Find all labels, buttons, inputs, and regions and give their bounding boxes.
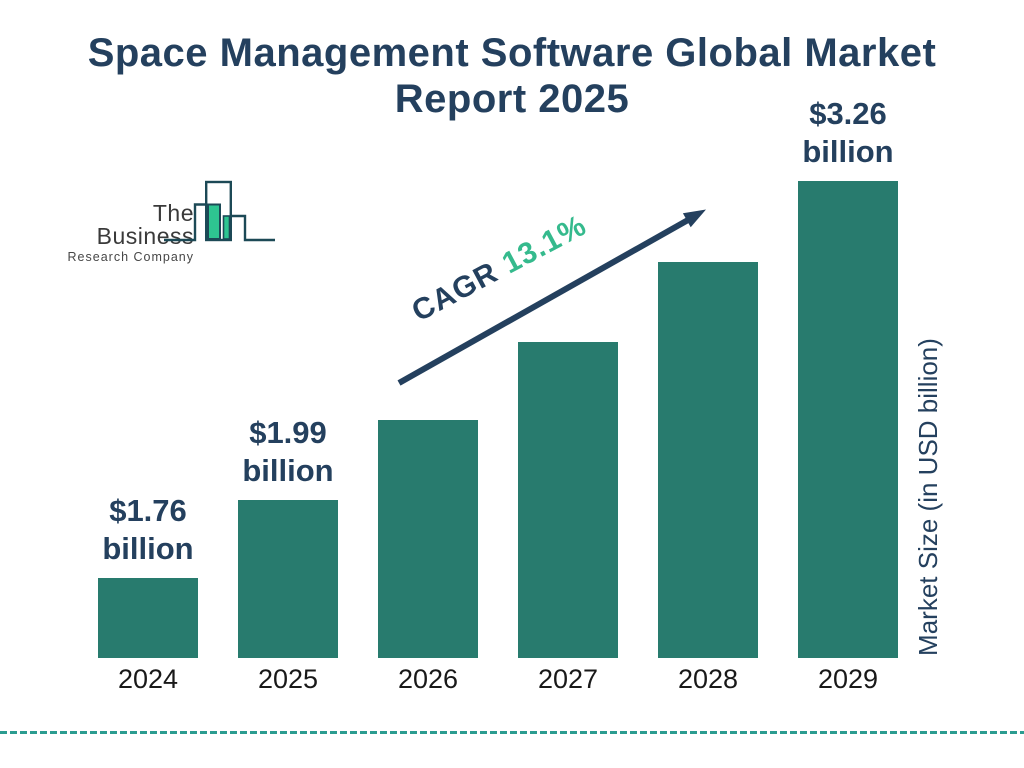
year-label-2028: 2028 [677,664,739,694]
logo-name: The Business [96,200,194,249]
value-label-line: $1.76 [109,493,187,529]
value-label-line: billion [242,453,334,489]
y-axis-label: Market Size (in USD billion) [913,338,943,656]
page-title-line-1: Space Management Software Global Market [87,31,937,75]
bars-area: $1.76 billion 2024 $1.99 billion 2025 2026 2027… [98,96,938,694]
bar-2027 [518,342,618,658]
bar-2028 [658,262,758,658]
year-label-2026: 2026 [397,664,459,694]
bar-2026 [378,420,478,658]
company-logo-text: The Business Research Company [60,202,194,264]
bar-2025 [238,500,338,658]
value-label-2025: $1.99 billion [213,414,363,490]
year-label-2025: 2025 [257,664,319,694]
bar-2029 [798,181,898,658]
value-label-2029: $3.26 billion [773,95,923,171]
bottom-dashed-divider [0,731,1024,734]
value-label-line: billion [102,531,194,567]
year-label-2024: 2024 [117,664,179,694]
value-label-line: $3.26 [809,96,887,132]
company-logo: The Business Research Company [60,180,290,263]
value-label-2024: $1.76 billion [73,492,223,568]
page-title: Space Management Software Global Market … [0,30,1024,122]
logo-subname: Research Company [67,250,194,264]
year-label-2027: 2027 [537,664,599,694]
page-title-line-2: Report 2025 [394,77,630,121]
bar-chart-logo-icon [164,180,275,242]
bar-2024 [98,578,198,658]
value-label-line: billion [802,134,894,170]
year-label-2029: 2029 [817,664,879,694]
value-label-line: $1.99 [249,415,327,451]
